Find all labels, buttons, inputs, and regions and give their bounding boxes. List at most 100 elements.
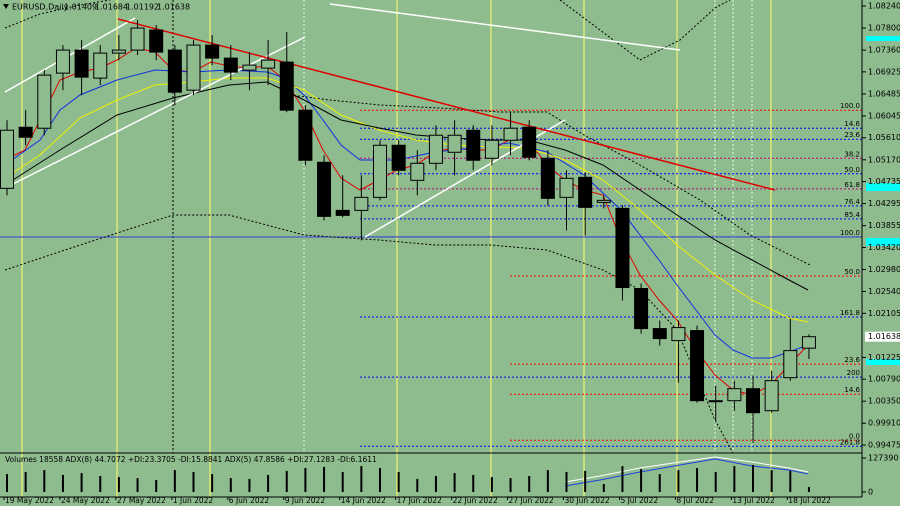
candle-body: [167, 49, 182, 93]
header-close: 1.01638: [157, 3, 190, 12]
volume-tick-label: 127390: [868, 454, 899, 463]
fib-label: 23.6: [844, 131, 860, 139]
header-open: 1.01409: [64, 3, 97, 12]
candle-body: [671, 327, 686, 342]
fib-label: 261.8: [840, 438, 860, 446]
candle-body: [540, 157, 555, 199]
fib-label: 14.6: [844, 120, 860, 128]
fib-label: 161.8: [840, 309, 860, 317]
highlight: [866, 359, 900, 365]
candle-body: [130, 27, 145, 51]
band-lower: [4, 214, 734, 454]
y-tick-label: 1.02980: [868, 265, 900, 274]
indicator-header: Volumes 18558 ADX(8) 44.7072 +DI:23.3705…: [5, 455, 377, 464]
candle-body: [0, 129, 14, 189]
x-tick-label: 19 May 2022: [5, 496, 54, 505]
candle-body: [37, 74, 52, 129]
adx-lines: [564, 456, 809, 487]
symbol: EURUSD,Daily: [12, 3, 69, 12]
fib-label: 50.0: [844, 268, 860, 276]
y-tick-label: 1.06045: [868, 111, 900, 120]
candle-body: [764, 380, 779, 412]
candle-body: [279, 61, 294, 111]
candle-body: [484, 139, 499, 159]
candle-body: [93, 52, 108, 79]
candle-body: [783, 350, 798, 379]
x-tick-label: 6 Jun 2022: [229, 496, 270, 505]
header-high: 1.01684: [95, 3, 128, 12]
fib-label: 100.0: [840, 102, 860, 110]
trendlines: [4, 3, 776, 238]
y-tick-label: 1.03420: [868, 243, 900, 252]
x-tick-label: 5 Jul 2022: [620, 496, 658, 505]
y-tick-label: 1.01225: [868, 353, 900, 362]
candle-body: [578, 176, 593, 208]
candle-body: [242, 64, 257, 71]
y-tick-label: 1.08240: [868, 2, 900, 11]
chart-header: EURUSD,Daily 1.01409 1.01684 1.01192 1.0…: [3, 3, 190, 12]
candle-body: [447, 134, 462, 153]
x-tick-label: 27 Jun 2022: [509, 496, 554, 505]
candle-body: [503, 127, 518, 141]
candle-body: [634, 288, 649, 330]
trendline: [329, 3, 681, 51]
y-tick-label: 1.06485: [868, 89, 900, 98]
header-low: 1.01192: [126, 3, 159, 12]
x-tick-label: 30 Jun 2022: [565, 496, 610, 505]
highlight: [866, 36, 900, 41]
adx-line: [564, 458, 809, 487]
y-tick-label: 1.00790: [868, 375, 900, 384]
x-tick-label: 13 Jul 2022: [732, 496, 775, 505]
band-upper: [559, 0, 731, 61]
price-highlights: [866, 36, 900, 365]
candle-body: [391, 144, 406, 171]
candle-body: [74, 49, 89, 78]
candle-body: [149, 29, 164, 53]
highlight: [866, 183, 900, 191]
x-tick-label: 1 Jun 2022: [173, 496, 214, 505]
band-upper: [4, 0, 111, 29]
y-tick-label: 1.04735: [868, 177, 900, 186]
fib-label: 0.0: [849, 432, 860, 440]
candle-body: [354, 196, 369, 211]
candle-body: [690, 330, 705, 402]
y-tick-label: 1.03855: [868, 221, 900, 230]
y-tick-label: 1.05610: [868, 133, 900, 142]
candle-body: [652, 328, 667, 340]
ma-slow: [4, 77, 809, 323]
y-tick-label: 0.99475: [868, 441, 900, 450]
candle-body: [186, 44, 201, 91]
y-tick-label: 1.07800: [868, 24, 900, 33]
candle-body: [746, 388, 760, 414]
fib-label: 38.2: [844, 150, 860, 158]
y-tick-label: 1.00350: [868, 397, 900, 406]
candle-body: [223, 57, 238, 73]
y-tick-label: 0.99910: [868, 419, 900, 428]
current-price: 1.01638: [868, 332, 900, 341]
candle-body: [522, 126, 537, 158]
volume-tick-label: 0: [868, 488, 873, 497]
fib-label: 61.8: [844, 181, 860, 189]
candle-body: [205, 44, 220, 59]
candle-body: [559, 177, 574, 198]
fib-label: 50.0: [844, 166, 860, 174]
y-tick-label: 1.06925: [868, 67, 900, 76]
candle-body: [428, 134, 443, 164]
candle-body: [466, 129, 481, 161]
band-middle: [289, 94, 811, 266]
x-tick-label: 24 May 2022: [61, 496, 110, 505]
candle-body: [261, 59, 276, 69]
y-tick-label: 1.05170: [868, 155, 900, 164]
fib-label: 100.0: [840, 229, 860, 237]
candle-body: [111, 49, 126, 54]
header-icon: [3, 4, 9, 9]
fib-label: 85.4: [844, 211, 860, 219]
candle-body: [18, 126, 33, 138]
fib-levels: 100.0 14.6 23.6 38.2 50.0 61.8 76.4 85.4 100.0 50…: [360, 102, 862, 447]
x-tick-label: 17 Jun 2022: [397, 496, 442, 505]
y-tick-label: 1.02105: [868, 309, 900, 318]
candle-body: [708, 400, 723, 403]
candles: [0, 20, 816, 443]
